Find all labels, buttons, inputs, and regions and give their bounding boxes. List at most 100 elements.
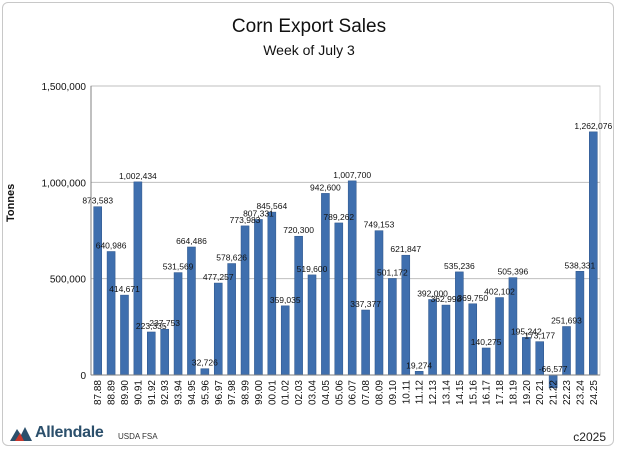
x-tick-label: 09.10 <box>388 380 399 405</box>
data-label: 535,236 <box>444 261 475 271</box>
data-label: 414,671 <box>109 284 140 294</box>
x-tick-label: 14.15 <box>455 380 466 405</box>
data-label: 501,172 <box>377 267 408 277</box>
data-label: 1,002,434 <box>119 171 157 181</box>
x-tick-label: 18.19 <box>508 380 519 405</box>
data-label: 237,753 <box>149 318 180 328</box>
bar-87.88 <box>93 206 102 376</box>
data-label: 538,331 <box>565 260 596 270</box>
data-label: 392,000 <box>417 288 448 298</box>
data-label: 362,998 <box>431 294 462 304</box>
logo-text: Allendale <box>35 424 104 441</box>
mountain-icon <box>10 427 32 441</box>
bar-06.07 <box>347 180 357 376</box>
x-tick-label: 96.97 <box>214 380 225 405</box>
data-label: 720,300 <box>283 225 314 235</box>
x-tick-label: 15.16 <box>468 380 479 405</box>
copyright-note: c2025 <box>573 430 606 444</box>
bar-11.12 <box>414 371 424 376</box>
data-label: 621,847 <box>390 244 421 254</box>
allendale-logo: Allendale <box>10 424 104 442</box>
bar-09.10 <box>388 278 397 376</box>
bar-24.25 <box>589 131 598 376</box>
x-tick-label: 12.13 <box>428 380 439 405</box>
data-label: 505,396 <box>498 267 529 277</box>
bar-89.90 <box>120 294 129 376</box>
data-label: 402,102 <box>484 287 515 297</box>
x-tick-label: 23.24 <box>575 380 586 405</box>
bar-90.91 <box>133 181 143 376</box>
x-tick-label: 00.01 <box>267 380 278 405</box>
data-label: 1,007,700 <box>333 170 371 180</box>
bar-03.04 <box>307 274 317 376</box>
data-label: 942,600 <box>310 182 341 192</box>
bar-16.17 <box>481 347 491 376</box>
y-tick-label: 0 <box>80 371 86 382</box>
chart-title: Corn Export Sales <box>231 16 387 37</box>
bar-99.00 <box>254 219 263 376</box>
bar-02.03 <box>294 235 303 376</box>
x-tick-label: 24.25 <box>589 380 600 405</box>
x-tick-label: 90.91 <box>133 380 144 405</box>
x-tick-label: 87.88 <box>93 380 104 405</box>
data-label: 845,564 <box>256 201 287 211</box>
x-tick-label: 93.94 <box>174 380 185 405</box>
data-label: 19,274 <box>406 360 432 370</box>
x-tick-label: 07.08 <box>361 380 372 405</box>
x-tick-label: 17.18 <box>495 380 506 405</box>
x-tick-label: 10.11 <box>401 380 412 405</box>
bar-92.93 <box>160 328 169 376</box>
x-tick-label: 08.09 <box>374 380 385 405</box>
x-tick-label: 94.95 <box>187 380 198 405</box>
bar-01.02 <box>280 305 290 376</box>
y-tick-label: 1,500,000 <box>42 82 87 93</box>
data-label: 749,153 <box>364 220 395 230</box>
data-label: 140,275 <box>471 337 502 347</box>
bar-19.20 <box>522 337 531 376</box>
data-label: 223,335 <box>136 321 167 331</box>
x-tick-label: 98.99 <box>241 380 252 405</box>
x-tick-label: 92.93 <box>160 380 171 405</box>
data-label: 337,377 <box>350 299 381 309</box>
data-label: 359,035 <box>270 295 301 305</box>
x-tick-label: 99.00 <box>254 380 265 405</box>
x-tick-label: 11.12 <box>415 380 426 405</box>
bar-98.99 <box>240 225 250 376</box>
data-label: 578,626 <box>216 253 247 263</box>
bar-00.01 <box>267 211 277 376</box>
bar-95.96 <box>200 368 210 376</box>
x-tick-label: 05.06 <box>334 380 345 405</box>
bar-13.14 <box>441 304 451 376</box>
data-label: 32,726 <box>192 358 218 368</box>
data-label: 369,750 <box>457 293 488 303</box>
chart-subtitle: Week of July 3 <box>263 42 355 58</box>
data-label: -66,577 <box>539 364 568 374</box>
x-tick-label: 91.92 <box>147 380 158 405</box>
x-tick-label: 21.22 <box>549 380 560 405</box>
data-label: 773,983 <box>230 215 261 225</box>
bar-07.08 <box>361 309 370 376</box>
data-label: 807,331 <box>243 208 274 218</box>
data-label: 664,486 <box>176 236 207 246</box>
x-tick-label: 20.21 <box>535 380 546 405</box>
data-label: 640,986 <box>96 241 127 251</box>
x-tick-label: 02.03 <box>294 380 305 405</box>
data-label: 531,569 <box>163 262 194 272</box>
x-tick-label: 95.96 <box>200 380 211 405</box>
bar-05.06 <box>334 222 344 376</box>
x-tick-label: 89.90 <box>120 380 131 405</box>
x-tick-label: 19.20 <box>522 380 533 405</box>
bar-88.89 <box>106 251 116 376</box>
x-tick-label: 16.17 <box>482 380 493 405</box>
x-tick-label: 03.04 <box>308 380 319 405</box>
data-label: 1,262,076 <box>574 121 612 131</box>
y-tick-label: 500,000 <box>50 275 87 286</box>
data-label: 195,242 <box>511 326 542 336</box>
data-label: 173,177 <box>524 331 555 341</box>
x-tick-label: 13.14 <box>441 380 452 405</box>
data-label: 789,262 <box>323 212 354 222</box>
data-label: 519,600 <box>297 264 328 274</box>
bar-91.92 <box>147 331 156 376</box>
data-label: 251,693 <box>551 316 582 326</box>
